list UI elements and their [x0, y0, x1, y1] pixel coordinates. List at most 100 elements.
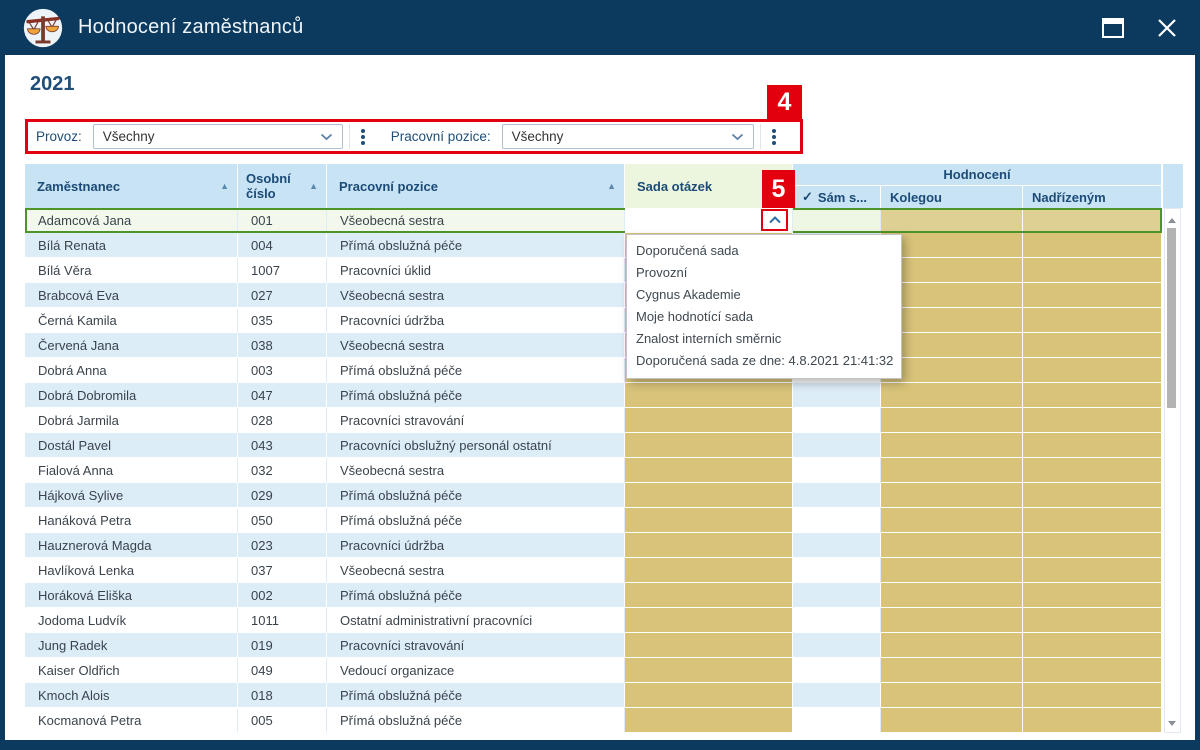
- cell-self-eval[interactable]: [793, 458, 881, 483]
- table-row[interactable]: Hájková Sylive 029 Přímá obslužná péče: [25, 483, 1162, 508]
- header-pracovni-pozice[interactable]: Pracovní pozice ▲: [327, 164, 625, 208]
- cell-self-eval[interactable]: [793, 408, 881, 433]
- cell-colleague-eval[interactable]: [881, 308, 1023, 333]
- cell-self-eval[interactable]: [793, 608, 881, 633]
- cell-supervisor-eval[interactable]: [1023, 258, 1162, 283]
- cell-question-set[interactable]: [625, 683, 793, 708]
- provoz-select[interactable]: Všechny: [92, 124, 343, 149]
- table-row[interactable]: Bílá Věra 1007 Pracovníci úklid: [25, 258, 1162, 283]
- cell-question-set[interactable]: [625, 608, 793, 633]
- table-row[interactable]: Bílá Renata 004 Přímá obslužná péče: [25, 233, 1162, 258]
- cell-supervisor-eval[interactable]: [1023, 208, 1162, 233]
- cell-question-set[interactable]: [625, 633, 793, 658]
- cell-supervisor-eval[interactable]: [1023, 708, 1162, 733]
- dropdown-item[interactable]: Doporučená sada: [636, 243, 739, 258]
- cell-supervisor-eval[interactable]: [1023, 508, 1162, 533]
- table-row[interactable]: Dobrá Dobromila 047 Přímá obslužná péče: [25, 383, 1162, 408]
- cell-supervisor-eval[interactable]: [1023, 558, 1162, 583]
- cell-colleague-eval[interactable]: [881, 258, 1023, 283]
- cell-supervisor-eval[interactable]: [1023, 583, 1162, 608]
- table-row[interactable]: Brabcová Eva 027 Všeobecná sestra: [25, 283, 1162, 308]
- maximize-button[interactable]: [1100, 15, 1126, 41]
- cell-colleague-eval[interactable]: [881, 233, 1023, 258]
- cell-question-set[interactable]: [625, 708, 793, 733]
- pozice-menu-button[interactable]: [759, 124, 780, 149]
- table-row[interactable]: Hanáková Petra 050 Přímá obslužná péče: [25, 508, 1162, 533]
- provoz-menu-button[interactable]: [348, 124, 369, 149]
- table-row[interactable]: Kmoch Alois 018 Přímá obslužná péče: [25, 683, 1162, 708]
- cell-supervisor-eval[interactable]: [1023, 408, 1162, 433]
- cell-supervisor-eval[interactable]: [1023, 683, 1162, 708]
- cell-question-set[interactable]: [625, 383, 793, 408]
- table-row[interactable]: Dobrá Jarmila 028 Pracovníci stravování: [25, 408, 1162, 433]
- table-row[interactable]: Červená Jana 038 Všeobecná sestra: [25, 333, 1162, 358]
- table-row[interactable]: Kaiser Oldřich 049 Vedoucí organizace: [25, 658, 1162, 683]
- pozice-select[interactable]: Všechny: [501, 124, 754, 149]
- dropdown-item[interactable]: Provozní: [636, 265, 688, 280]
- table-row[interactable]: Horáková Eliška 002 Přímá obslužná péče: [25, 583, 1162, 608]
- cell-supervisor-eval[interactable]: [1023, 533, 1162, 558]
- table-row[interactable]: Fialová Anna 032 Všeobecná sestra: [25, 458, 1162, 483]
- cell-self-eval[interactable]: [793, 483, 881, 508]
- cell-question-set[interactable]: [625, 583, 793, 608]
- cell-question-set[interactable]: [625, 533, 793, 558]
- cell-self-eval[interactable]: [793, 683, 881, 708]
- cell-colleague-eval[interactable]: [881, 483, 1023, 508]
- cell-colleague-eval[interactable]: [881, 558, 1023, 583]
- cell-supervisor-eval[interactable]: [1023, 308, 1162, 333]
- dropdown-toggle[interactable]: [761, 209, 788, 231]
- cell-supervisor-eval[interactable]: [1023, 383, 1162, 408]
- cell-colleague-eval[interactable]: [881, 433, 1023, 458]
- cell-question-set[interactable]: [625, 658, 793, 683]
- cell-colleague-eval[interactable]: [881, 208, 1023, 233]
- cell-self-eval[interactable]: [793, 708, 881, 733]
- dropdown-item[interactable]: Cygnus Akademie: [636, 287, 741, 302]
- dropdown-item[interactable]: Moje hodnotící sada: [636, 309, 754, 324]
- cell-colleague-eval[interactable]: [881, 608, 1023, 633]
- cell-supervisor-eval[interactable]: [1023, 283, 1162, 308]
- cell-colleague-eval[interactable]: [881, 683, 1023, 708]
- cell-colleague-eval[interactable]: [881, 583, 1023, 608]
- table-row[interactable]: Černá Kamila 035 Pracovníci údržba: [25, 308, 1162, 333]
- header-sam-sebou[interactable]: ✓ Sám s...: [793, 186, 881, 208]
- cell-self-eval[interactable]: [793, 633, 881, 658]
- table-row[interactable]: Kocmanová Petra 005 Přímá obslužná péče: [25, 708, 1162, 733]
- cell-colleague-eval[interactable]: [881, 508, 1023, 533]
- cell-self-eval[interactable]: [793, 208, 881, 233]
- cell-colleague-eval[interactable]: [881, 633, 1023, 658]
- cell-question-set[interactable]: [625, 558, 793, 583]
- cell-supervisor-eval[interactable]: [1023, 608, 1162, 633]
- table-row[interactable]: Dostál Pavel 043 Pracovníci obslužný per…: [25, 433, 1162, 458]
- cell-question-set[interactable]: [625, 408, 793, 433]
- scroll-down-button[interactable]: [1168, 721, 1176, 726]
- cell-supervisor-eval[interactable]: [1023, 458, 1162, 483]
- cell-colleague-eval[interactable]: [881, 358, 1023, 383]
- cell-self-eval[interactable]: [793, 383, 881, 408]
- cell-supervisor-eval[interactable]: [1023, 633, 1162, 658]
- cell-question-set[interactable]: [625, 433, 793, 458]
- table-row[interactable]: Dobrá Anna 003 Přímá obslužná péče: [25, 358, 1162, 383]
- header-kolegou[interactable]: Kolegou: [881, 186, 1023, 208]
- cell-supervisor-eval[interactable]: [1023, 333, 1162, 358]
- table-row[interactable]: Jodoma Ludvík 1011 Ostatní administrativ…: [25, 608, 1162, 633]
- cell-question-set[interactable]: [625, 508, 793, 533]
- cell-self-eval[interactable]: [793, 583, 881, 608]
- header-osobni-cislo[interactable]: Osobní číslo ▲: [238, 164, 327, 208]
- cell-question-set[interactable]: [625, 483, 793, 508]
- cell-self-eval[interactable]: [793, 558, 881, 583]
- cell-colleague-eval[interactable]: [881, 533, 1023, 558]
- table-row[interactable]: Jung Radek 019 Pracovníci stravování: [25, 633, 1162, 658]
- cell-self-eval[interactable]: [793, 508, 881, 533]
- cell-supervisor-eval[interactable]: [1023, 358, 1162, 383]
- cell-self-eval[interactable]: [793, 433, 881, 458]
- scroll-up-button[interactable]: [1168, 218, 1176, 223]
- dropdown-item[interactable]: Znalost interních směrnic: [636, 331, 782, 346]
- header-zamestnanec[interactable]: Zaměstnanec ▲: [25, 164, 238, 208]
- header-nadrizenym[interactable]: Nadřízeným: [1023, 186, 1162, 208]
- cell-colleague-eval[interactable]: [881, 333, 1023, 358]
- table-row[interactable]: Havlíková Lenka 037 Všeobecná sestra: [25, 558, 1162, 583]
- cell-supervisor-eval[interactable]: [1023, 658, 1162, 683]
- cell-supervisor-eval[interactable]: [1023, 433, 1162, 458]
- cell-colleague-eval[interactable]: [881, 283, 1023, 308]
- cell-colleague-eval[interactable]: [881, 408, 1023, 433]
